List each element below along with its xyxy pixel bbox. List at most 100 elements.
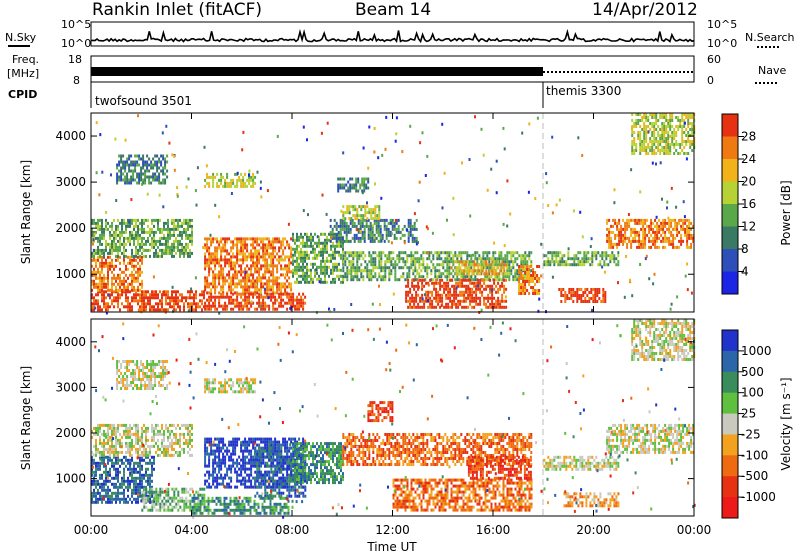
power-cell <box>501 260 504 264</box>
power-cell <box>242 243 245 247</box>
power-cell <box>418 275 421 279</box>
power-cell <box>332 256 334 260</box>
power-cell <box>199 299 201 303</box>
power-cell <box>380 263 383 267</box>
power-cell <box>175 236 177 240</box>
power-cell <box>508 251 511 255</box>
power-cell <box>272 292 275 296</box>
power-cell <box>360 205 363 209</box>
power-cell <box>122 172 125 176</box>
power-cell <box>499 305 502 309</box>
power-cell <box>220 288 223 292</box>
power-cell <box>326 271 328 275</box>
power-cell <box>630 168 633 172</box>
power-cell <box>445 305 448 309</box>
power-cell <box>101 308 103 312</box>
power-cell <box>135 288 137 292</box>
power-cell <box>123 285 125 289</box>
power-cell <box>361 191 364 195</box>
power-cell <box>429 305 432 309</box>
power-cell <box>240 264 243 268</box>
velocity-cell <box>91 479 93 483</box>
power-cell <box>426 154 429 158</box>
power-cell <box>300 301 303 305</box>
power-cell <box>137 239 139 243</box>
power-cell <box>415 290 418 294</box>
power-cell <box>572 209 575 213</box>
power-cell <box>164 181 167 185</box>
power-cell <box>120 169 123 173</box>
power-cell <box>274 249 277 253</box>
power-cell <box>615 263 618 267</box>
power-cell <box>632 230 635 234</box>
power-cell <box>465 290 468 294</box>
power-cell <box>290 301 293 305</box>
power-cell <box>148 169 151 173</box>
velocity-cell <box>135 482 137 486</box>
power-cell <box>345 227 348 231</box>
power-cell <box>645 128 648 131</box>
power-cell <box>103 293 105 297</box>
power-cell <box>208 301 211 305</box>
power-cell <box>659 113 662 116</box>
power-cell <box>218 311 221 315</box>
power-cell <box>149 299 151 303</box>
power-cell <box>385 236 388 240</box>
power-cell <box>657 143 660 146</box>
power-cell <box>175 227 177 231</box>
power-cell <box>107 242 109 246</box>
power-cell <box>639 140 642 143</box>
power-cell <box>226 258 229 262</box>
power-cell <box>141 224 143 228</box>
power-cell <box>571 263 574 267</box>
power-cell <box>185 230 187 234</box>
power-cell <box>165 296 167 300</box>
velocity-cell <box>147 467 149 471</box>
power-cell <box>615 257 618 261</box>
power-cell <box>360 214 363 218</box>
power-cell <box>164 178 167 182</box>
power-cell <box>447 284 450 288</box>
power-cell <box>608 233 611 237</box>
power-cell <box>362 269 365 273</box>
power-cell <box>652 227 655 231</box>
power-cell <box>528 122 531 126</box>
power-cell <box>423 284 426 288</box>
power-cell <box>149 230 151 234</box>
power-cell <box>171 248 173 252</box>
power-cell <box>459 260 462 264</box>
power-cell <box>113 230 115 234</box>
velocity-cell <box>101 488 103 492</box>
power-cell <box>451 293 454 297</box>
power-cell <box>331 230 334 234</box>
power-cell <box>367 236 370 240</box>
power-cell <box>210 252 213 256</box>
power-cell <box>419 278 422 282</box>
power-cell <box>373 236 376 240</box>
power-cell <box>586 294 589 297</box>
power-cell <box>640 218 643 222</box>
power-cell <box>117 233 119 237</box>
power-cell <box>689 122 692 125</box>
power-cell <box>250 178 253 182</box>
power-cell <box>460 251 463 255</box>
power-cell <box>290 237 293 241</box>
power-cell <box>645 134 648 137</box>
power-cell <box>678 230 681 234</box>
power-cell <box>347 239 350 243</box>
power-cell <box>386 260 389 264</box>
power-cell <box>260 255 263 259</box>
power-cell <box>524 263 527 267</box>
power-cell <box>234 282 237 286</box>
power-cell <box>427 296 430 300</box>
power-cell <box>350 254 353 258</box>
power-cell <box>230 246 233 250</box>
velocity-cell <box>141 467 143 471</box>
power-cell <box>358 214 361 218</box>
power-cell <box>673 137 676 140</box>
power-cell <box>406 260 409 264</box>
power-cell <box>274 255 277 259</box>
power-cell <box>141 282 143 286</box>
power-cell <box>558 288 561 291</box>
power-cell <box>270 292 273 296</box>
